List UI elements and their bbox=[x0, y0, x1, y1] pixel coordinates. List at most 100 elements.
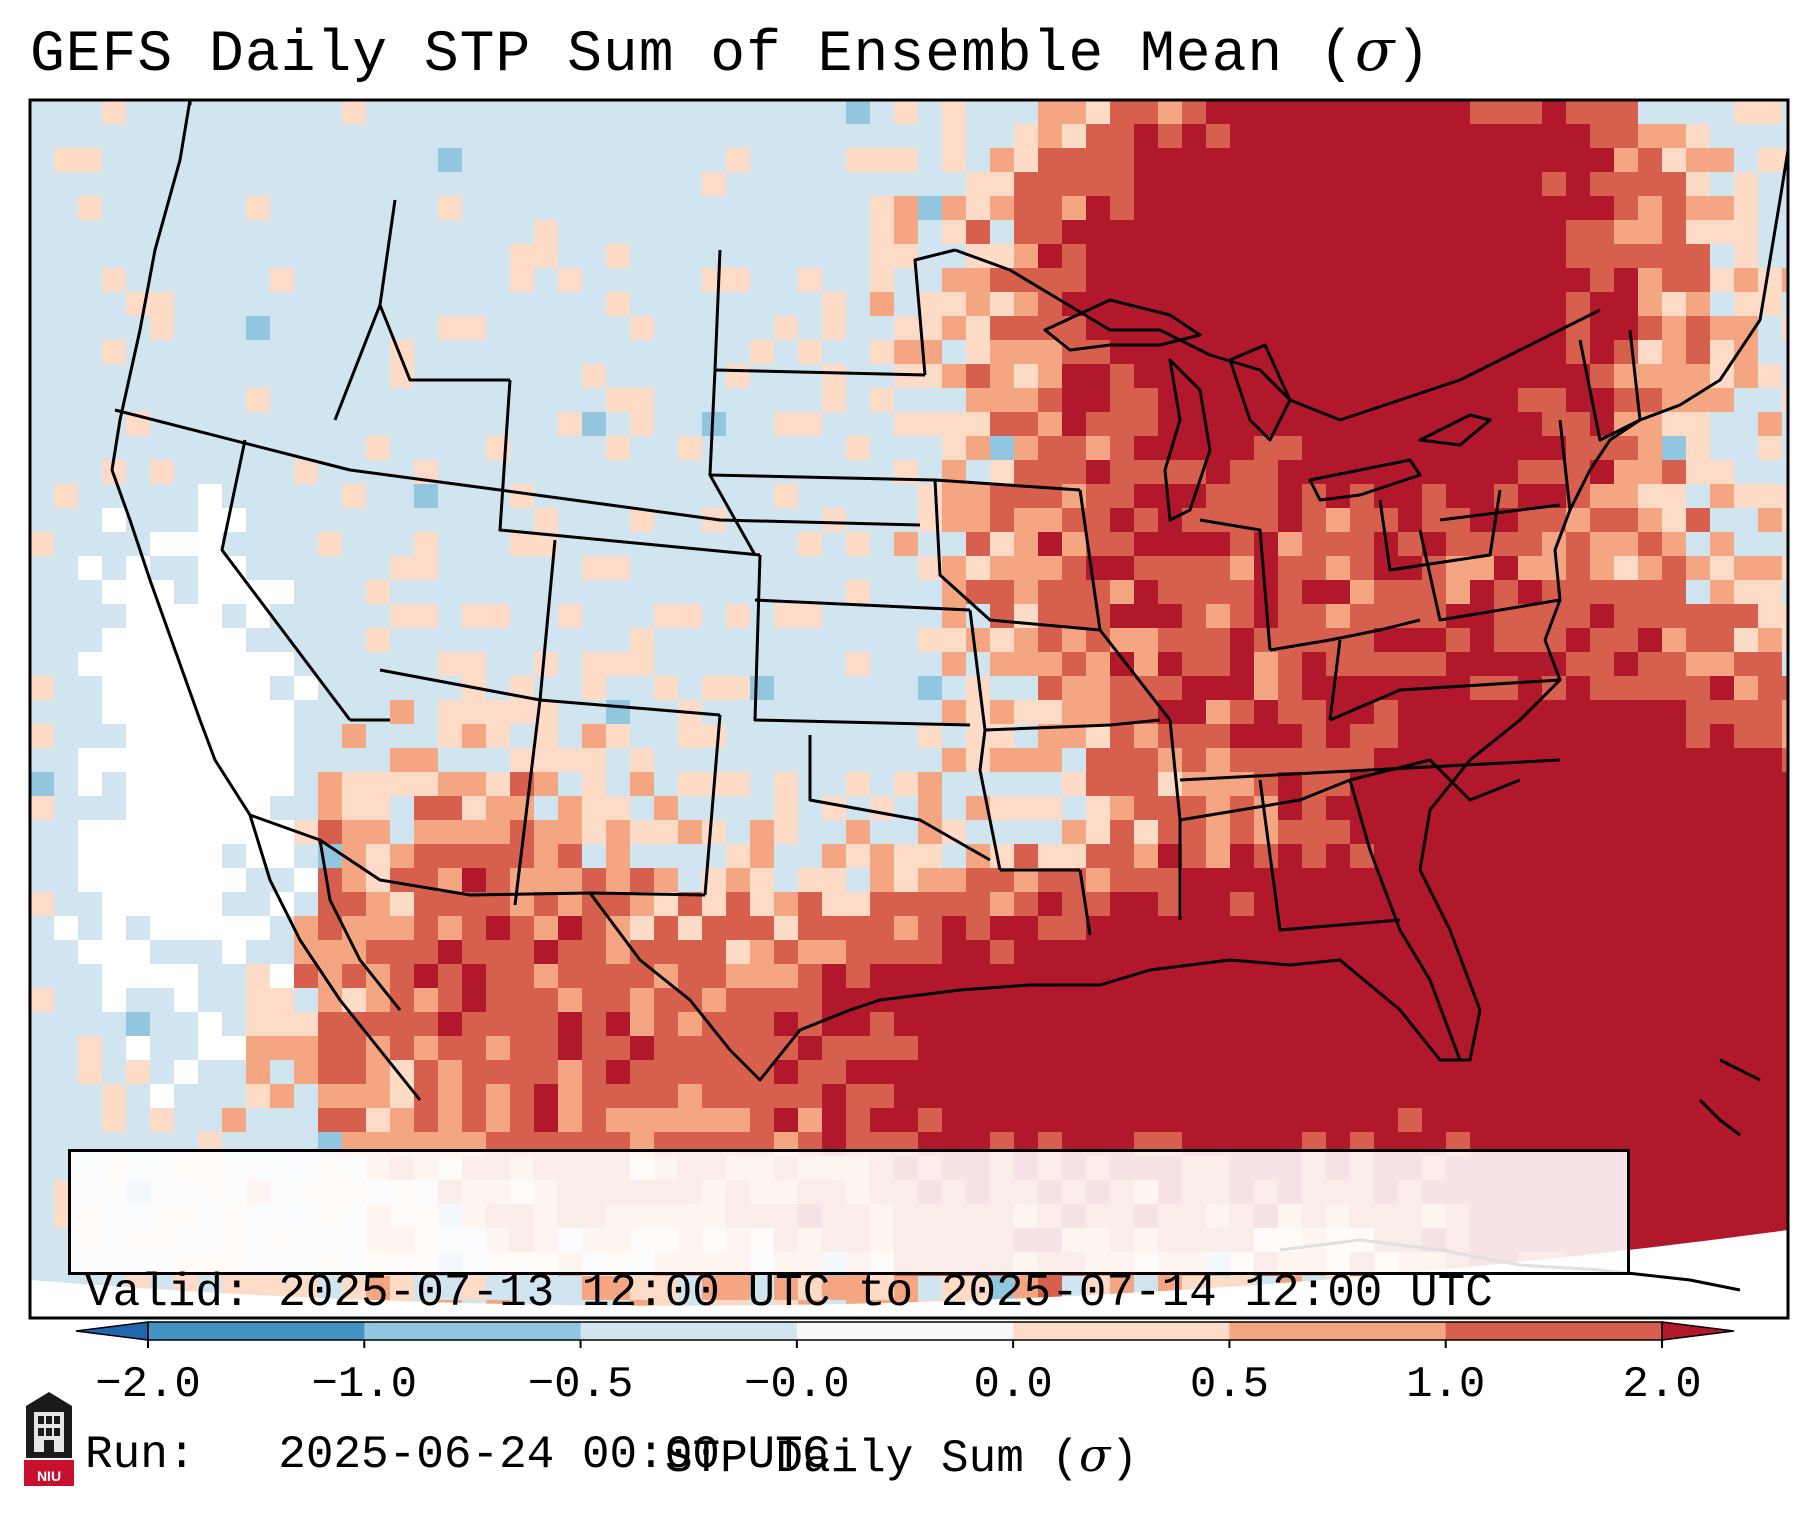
grid-cell bbox=[1278, 436, 1302, 460]
grid-cell bbox=[390, 772, 414, 796]
grid-cell bbox=[462, 1060, 486, 1084]
grid-cell bbox=[1662, 1204, 1686, 1228]
grid-cell bbox=[1134, 580, 1158, 604]
grid-cell bbox=[654, 604, 678, 628]
grid-cell bbox=[1590, 1060, 1614, 1084]
grid-cell bbox=[1134, 1060, 1158, 1084]
grid-cell bbox=[1566, 1060, 1590, 1084]
grid-cell bbox=[1182, 268, 1206, 292]
grid-cell bbox=[1638, 532, 1662, 556]
grid-cell bbox=[702, 172, 726, 196]
grid-cell bbox=[1350, 292, 1374, 316]
grid-cell bbox=[102, 676, 126, 700]
grid-cell bbox=[942, 124, 966, 148]
grid-cell bbox=[1230, 916, 1254, 940]
grid-cell bbox=[1230, 724, 1254, 748]
grid-cell bbox=[1782, 820, 1788, 844]
boundaries bbox=[110, 100, 1788, 1292]
grid-cell bbox=[78, 868, 102, 892]
grid-cell bbox=[1758, 484, 1782, 508]
grid-cell bbox=[870, 940, 894, 964]
grid-cell bbox=[1614, 1084, 1638, 1108]
grid-cell bbox=[1254, 436, 1278, 460]
grid-cell bbox=[318, 1036, 342, 1060]
grid-cell bbox=[1518, 940, 1542, 964]
grid-cell bbox=[462, 1084, 486, 1108]
grid-cell bbox=[582, 868, 606, 892]
grid-cell bbox=[1086, 772, 1110, 796]
grid-cell bbox=[918, 1108, 942, 1132]
grid-cell bbox=[654, 796, 678, 820]
grid-cell bbox=[150, 316, 174, 340]
grid-cell bbox=[1470, 652, 1494, 676]
grid-cell bbox=[1494, 676, 1518, 700]
grid-cell bbox=[1206, 196, 1230, 220]
grid-cell bbox=[1206, 532, 1230, 556]
grid-cell bbox=[654, 1060, 678, 1084]
grid-cell bbox=[126, 964, 150, 988]
grid-cell bbox=[870, 1060, 894, 1084]
grid-cell bbox=[1182, 124, 1206, 148]
grid-cell bbox=[1758, 364, 1782, 388]
grid-cell bbox=[126, 676, 150, 700]
grid-cell bbox=[1638, 940, 1662, 964]
grid-cell bbox=[1326, 244, 1350, 268]
grid-cell bbox=[1734, 244, 1758, 268]
grid-cell bbox=[1422, 196, 1446, 220]
grid-cell bbox=[606, 1108, 630, 1132]
grid-cell bbox=[1614, 772, 1638, 796]
grid-cell bbox=[1590, 340, 1614, 364]
grid-cell bbox=[1494, 292, 1518, 316]
grid-cell bbox=[1134, 940, 1158, 964]
grid-cell bbox=[1734, 652, 1758, 676]
grid-cell bbox=[1542, 340, 1566, 364]
grid-cell bbox=[1494, 364, 1518, 388]
grid-cell bbox=[558, 1012, 582, 1036]
grid-cell bbox=[942, 700, 966, 724]
grid-cell bbox=[1230, 100, 1254, 124]
grid-cell bbox=[630, 388, 654, 412]
grid-cell bbox=[318, 1084, 342, 1108]
grid-cell bbox=[1134, 532, 1158, 556]
grid-cell bbox=[1086, 508, 1110, 532]
grid-cell bbox=[1782, 316, 1788, 340]
grid-cell bbox=[966, 412, 990, 436]
grid-cell bbox=[1614, 268, 1638, 292]
grid-cell bbox=[1662, 556, 1686, 580]
grid-cell bbox=[1254, 484, 1278, 508]
grid-cell bbox=[1134, 100, 1158, 124]
grid-cell bbox=[1278, 172, 1302, 196]
grid-cell bbox=[1350, 220, 1374, 244]
grid-cell bbox=[870, 892, 894, 916]
grid-cell bbox=[1302, 532, 1326, 556]
grid-cell bbox=[846, 1276, 870, 1300]
grid-cell bbox=[1182, 628, 1206, 652]
grid-cell bbox=[1062, 1036, 1086, 1060]
grid-cell bbox=[534, 844, 558, 868]
grid-cell bbox=[1062, 700, 1086, 724]
grid-cell bbox=[1590, 556, 1614, 580]
grid-cell bbox=[1782, 916, 1788, 940]
grid-cell bbox=[462, 844, 486, 868]
grid-cell bbox=[1350, 580, 1374, 604]
grid-cell bbox=[1182, 868, 1206, 892]
grid-cell bbox=[222, 940, 246, 964]
grid-cell bbox=[1326, 220, 1350, 244]
grid-cell bbox=[1398, 916, 1422, 940]
grid-cell bbox=[1782, 772, 1788, 796]
grid-cell bbox=[1782, 604, 1788, 628]
grid-cell bbox=[1014, 124, 1038, 148]
grid-cell bbox=[1158, 100, 1182, 124]
grid-cell bbox=[1398, 652, 1422, 676]
grid-cell bbox=[1422, 1084, 1446, 1108]
grid-cell bbox=[1614, 700, 1638, 724]
grid-cell bbox=[150, 1108, 174, 1132]
grid-cell bbox=[1542, 292, 1566, 316]
grid-cell bbox=[1662, 340, 1686, 364]
grid-cell bbox=[1686, 412, 1710, 436]
grid-cell bbox=[1470, 124, 1494, 148]
grid-cell bbox=[486, 1084, 510, 1108]
grid-cell bbox=[1542, 460, 1566, 484]
grid-cell bbox=[1518, 316, 1542, 340]
grid-cell bbox=[510, 244, 534, 268]
